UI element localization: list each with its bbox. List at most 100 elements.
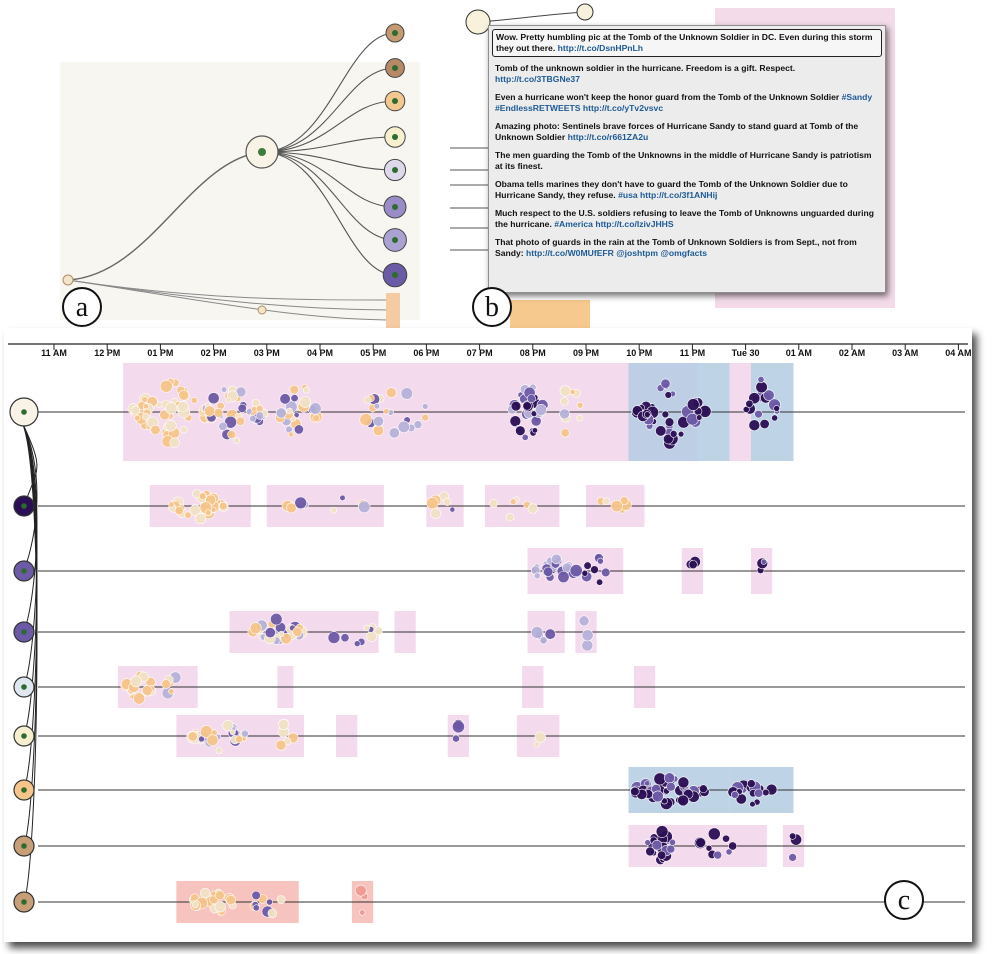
tweet-bubble — [754, 788, 764, 798]
tweet-item[interactable]: Amazing photo: Sentinels brave forces of… — [495, 121, 879, 143]
tweet-item[interactable]: Obama tells marines they don't have to g… — [495, 179, 879, 201]
tweet-bubble — [655, 425, 667, 437]
tweet-bubble — [757, 376, 765, 384]
hub-node-center — [258, 148, 266, 156]
tweet-bubble — [773, 405, 780, 412]
tweet-bubble — [421, 413, 430, 422]
tweet-bubble — [651, 839, 663, 851]
time-axis-ticks: 11 AM 12 PM 01 PM 02 PM 03 PM 04 PM 05 PM 06 PM… — [41, 344, 971, 358]
tree-node — [257, 305, 267, 315]
tweet-bubble — [677, 776, 690, 789]
time-tick-label: 03 AM — [892, 348, 918, 358]
tweet-bubble — [699, 784, 708, 794]
tweet-bubble — [763, 389, 775, 401]
tweet-bubble — [249, 414, 257, 423]
tweet-bubble — [449, 506, 456, 513]
tweet-bubbles — [120, 376, 802, 919]
tweet-bubble — [569, 564, 583, 578]
tweet-bubble — [666, 844, 676, 854]
time-tick-label: 07 PM — [467, 348, 493, 358]
tree-node-center — [392, 98, 398, 104]
tweet-link[interactable]: http://t.co/r661ZA2u — [567, 132, 649, 142]
tweet-bubble — [559, 385, 572, 397]
tweet-item[interactable]: Much respect to the U.S. soldiers refusi… — [495, 208, 879, 230]
tweet-link[interactable]: http://t.co/3TBGNe37 — [495, 74, 580, 84]
tweet-bubble — [168, 688, 175, 695]
tweet-bubble — [373, 415, 384, 427]
root-node-icon — [465, 9, 491, 35]
tweet-bubble — [302, 386, 310, 394]
tweet-item[interactable]: Wow. Pretty humbling pic at the Tomb of … — [492, 29, 882, 57]
time-tick-label: 11 PM — [680, 348, 706, 358]
tweet-bubble — [142, 412, 150, 421]
tweet-link[interactable]: http://t.co/W0MUfEFR @joshtpm @omgfacts — [526, 248, 708, 258]
tweet-bubble — [191, 901, 199, 909]
tweet-bubble — [725, 848, 733, 856]
tweet-bubble — [235, 735, 243, 744]
tweet-bubble — [130, 675, 142, 688]
tweet-bubble — [339, 494, 346, 501]
root-node — [62, 274, 74, 286]
tweet-bubble — [452, 734, 460, 743]
tweet-bubble — [505, 512, 515, 522]
tweet-bubble — [759, 418, 770, 430]
row-node-center — [21, 409, 27, 415]
time-tick-label: 03 PM — [254, 348, 280, 358]
tweet-bubble — [309, 402, 322, 415]
tree-link — [67, 279, 396, 321]
tweet-bubble — [619, 496, 629, 506]
tweet-bubble — [168, 501, 175, 508]
tweet-list-popup[interactable]: Wow. Pretty humbling pic at the Tomb of … — [488, 25, 886, 293]
tweet-bubble — [354, 884, 367, 897]
tree-link — [261, 151, 396, 171]
row-nodes — [9, 397, 39, 913]
tweet-bubble — [218, 421, 228, 431]
tweet-bubble — [286, 407, 293, 415]
tweet-link[interactable]: #Sandy #EndlessRETWEETS http://t.co/yTv2… — [495, 92, 873, 113]
tweet-bubble — [206, 734, 219, 747]
tweet-bubble — [290, 394, 299, 403]
tweet-bubble — [510, 400, 522, 412]
tweet-bubble — [353, 640, 361, 648]
tree-link — [261, 136, 396, 153]
tweet-bubble — [279, 393, 291, 405]
tweet-item[interactable]: That photo of guards in the rain at the … — [495, 237, 879, 259]
tweet-bubble — [278, 719, 290, 731]
tweet-bubble — [578, 615, 590, 627]
tweet-bubble — [560, 397, 569, 406]
tweet-bubble — [522, 401, 532, 411]
tweet-item[interactable]: Even a hurricane won't keep the honor gu… — [495, 92, 879, 114]
tweet-bubble — [194, 513, 207, 525]
tweet-bubble — [388, 427, 400, 439]
tweet-item[interactable]: The men guarding the Tomb of the Unknown… — [495, 150, 879, 172]
row-node-center — [21, 684, 27, 690]
tweet-bubble — [669, 838, 676, 846]
tweet-link[interactable]: #America http://t.co/IzivJHHS — [554, 219, 674, 229]
tweet-bubble — [544, 628, 556, 640]
tweet-bubble — [358, 500, 371, 514]
tweet-bubble — [159, 379, 173, 393]
tweet-bubble — [275, 739, 287, 751]
tweet-bubble — [688, 560, 698, 570]
tweet-bubble — [184, 511, 192, 519]
tweet-link[interactable]: #usa http://t.co/3f1ANHij — [618, 190, 718, 200]
tweet-bubble — [169, 437, 180, 448]
tweet-bubble — [677, 794, 689, 807]
tweet-bubble — [661, 410, 670, 419]
tweet-bubble — [174, 506, 184, 516]
tweet-bubble — [275, 407, 287, 419]
tweet-bubble — [652, 790, 664, 803]
tweet-item[interactable]: Tomb of the unknown soldier in the hurri… — [495, 63, 879, 85]
tweet-link[interactable]: http://t.co/DsnHPnLh — [557, 43, 644, 53]
tweet-bubble — [557, 570, 570, 584]
tweet-bubble — [180, 426, 188, 434]
tweet-bubble — [559, 408, 570, 420]
tweet-bubble — [373, 402, 381, 410]
tweet-bubble — [707, 827, 721, 841]
tweet-bubble — [227, 430, 237, 440]
tweet-bubble — [266, 898, 273, 906]
tweet-bubble — [526, 394, 536, 404]
tweet-bubble — [527, 503, 539, 514]
tweet-bubble — [789, 832, 797, 840]
tweet-bubble — [760, 558, 767, 565]
